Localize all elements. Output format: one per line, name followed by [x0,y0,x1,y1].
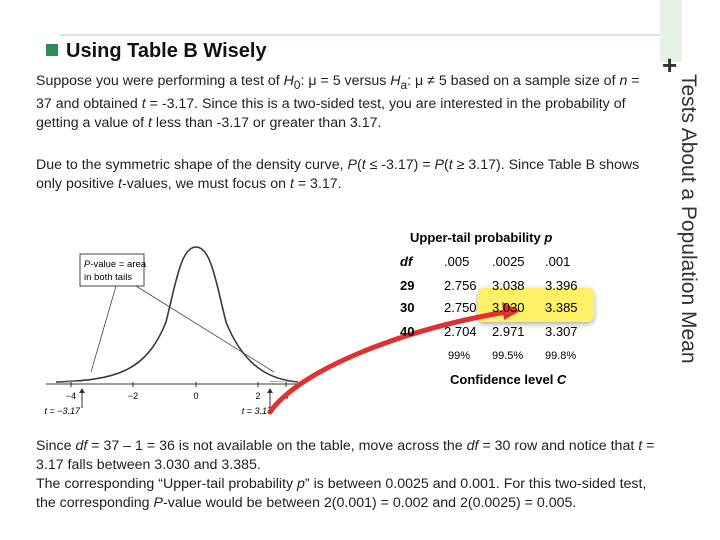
var-t: t [361,157,366,173]
left-tail-area [56,381,82,382]
var-t: t [289,176,294,192]
table-cell: 3.385 [545,300,578,315]
sub-0: 0 [293,77,301,92]
text: : μ ≠ 5 based on a sample size of [407,73,620,89]
slide-heading: Using Table B Wisely [46,40,267,63]
area-note-line1: P-value = area [84,259,147,270]
right-tail-area [270,381,298,382]
plus-icon: + [662,50,678,80]
confidence-cell: 99% [448,350,471,362]
text: ≥ 3.17). Since Table B shows only positi… [36,157,640,192]
tick-label: −4 [66,391,76,401]
table-cell-df: 29 [400,278,415,293]
var-t: t [118,176,122,192]
right-marker-label: t = 3.17 [242,406,273,416]
table-cell: 2.756 [444,278,477,293]
text: ” is between 0.0025 and 0.001. For this … [36,476,647,511]
note-text: -value = area [90,259,146,270]
area-note-box [79,253,145,287]
var-p: p [297,476,305,492]
confidence-cell: 99.8% [545,350,577,362]
note-pointer-left [90,285,117,373]
var-p: P [84,259,91,270]
var-p: P [434,157,445,173]
table-cell: 2.704 [444,324,477,339]
var-p: P [153,495,163,511]
axis-ticks [70,382,287,387]
arrowhead-icon [79,388,85,393]
var-t: t [448,157,453,173]
table-cell-df: 40 [400,324,415,339]
text: = 3.17. [293,176,342,192]
var-t: t [148,114,152,131]
text: The corresponding “Upper-tail probabilit… [36,476,298,492]
bullet-square-icon [46,44,58,56]
table-header-cell: .0025 [492,254,525,269]
text: : μ = 5 versus [300,73,391,89]
text: = 37 – 1 = 36 is not available on the ta… [87,438,467,454]
table-cell: 2.750 [444,300,477,315]
var-h: H [283,73,294,89]
top-rule [60,34,660,36]
table-header-cell: .005 [444,254,470,269]
var-df: df [75,438,88,454]
table-header-cell: .001 [545,254,571,269]
area-note-line2: in both tails [84,272,132,283]
confidence-cell: 99.5% [492,350,524,362]
table-cell: 3.038 [492,278,525,293]
var-t: t [638,438,643,454]
table-cell-df: 30 [400,300,415,315]
var-p: P [347,157,357,173]
text: = -3.17. Since this is a two-sided test,… [36,95,626,131]
heading-text: Using Table B Wisely [66,40,267,62]
tick-label: −2 [128,391,138,401]
corner-decoration [660,0,682,62]
var-df: df [466,438,479,454]
text: -values, we must focus on [121,176,290,192]
var-p: p [544,230,553,245]
text: -value would be between 2(0.001) = 0.002… [163,495,577,511]
table-cell: 2.971 [492,324,525,339]
paragraph-conclusion: Since df = 37 – 1 = 36 is not available … [36,437,656,513]
table-caption: Confidence level C [450,372,566,387]
text: = 37 and obtained [36,73,640,112]
table-cell: 3.396 [545,278,578,293]
paragraph-hypotheses: Suppose you were performing a test of H0… [36,72,656,133]
arrowhead-icon [267,388,273,393]
row-highlight [478,288,594,322]
text: Suppose you were performing a test of [36,73,284,89]
var-n: n [619,73,628,89]
var-c: C [556,372,567,387]
sub-a: a [400,77,408,92]
table-cell: 3.030 [492,300,525,315]
paragraph-symmetry: Due to the symmetric shape of the densit… [36,156,656,194]
var-t: t [141,95,146,112]
table-title: Upper-tail probability p [410,230,552,245]
text: ( [356,157,362,173]
tick-label: 0 [193,391,198,401]
t-density-curve [55,246,299,383]
red-curved-arrow [267,309,509,415]
arrowhead-icon [502,302,520,320]
text: ( [444,157,449,173]
text: ≤ -3.17) = [365,157,435,173]
caption-text: Confidence level [450,372,557,387]
table-header-cell: df [400,254,413,269]
text: Due to the symmetric shape of the densit… [36,157,348,173]
left-marker-label: t = −3.17 [44,406,81,416]
var-h: H [390,73,401,89]
note-pointer-right [135,285,275,373]
text: less than -3.17 or greater than 3.17. [151,114,382,131]
table-title-text: Upper-tail probability [410,230,545,245]
text: = 30 row and notice that [478,438,639,454]
table-cell: 3.307 [545,324,578,339]
text: = 3.17 falls between 3.030 and 3.385. [36,438,655,473]
density-curve-figure: −4 −2 0 2 4 t = −3.17 t = 3.17 P-value =… [36,222,308,422]
tick-label: 2 [255,391,260,401]
text: Since [36,438,76,454]
